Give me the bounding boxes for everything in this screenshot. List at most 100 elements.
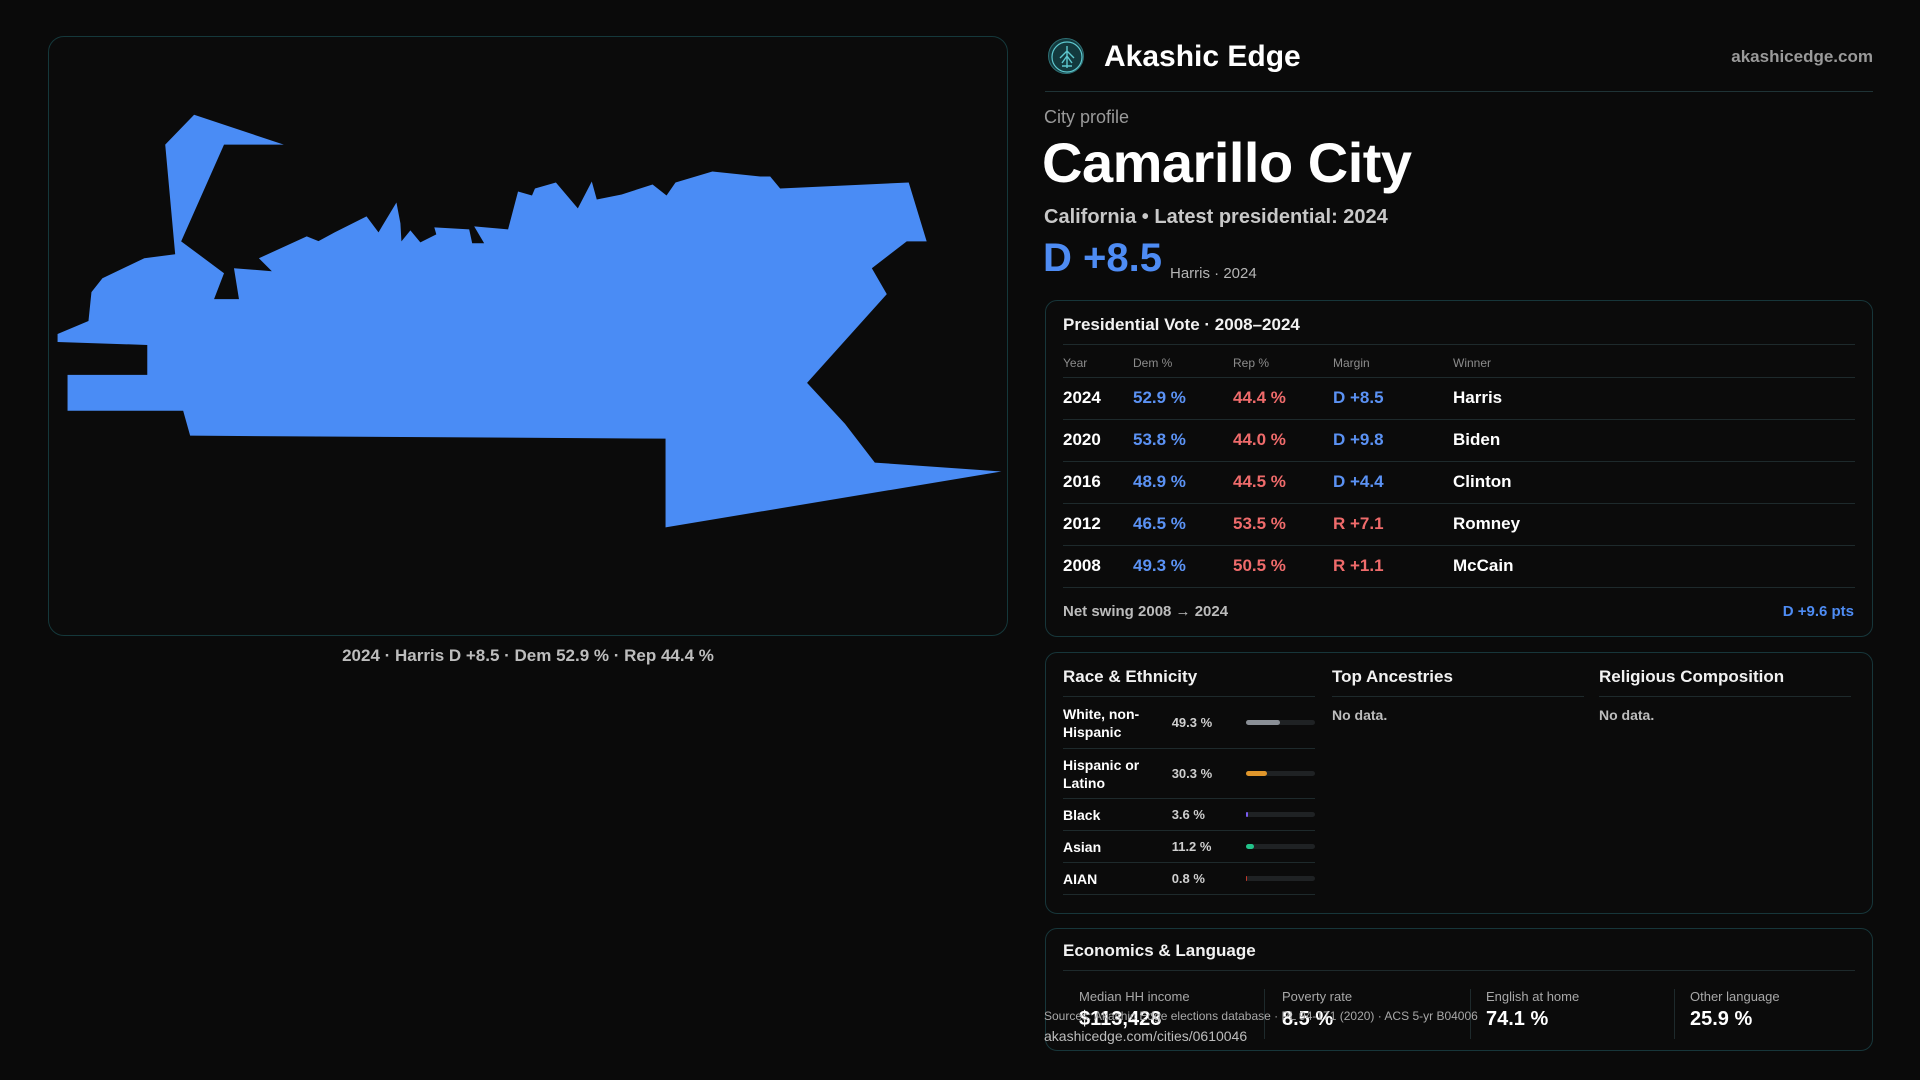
row-rep: 44.5 % (1233, 461, 1333, 504)
row-dem: 46.5 % (1133, 503, 1233, 546)
header-year: Year (1063, 349, 1133, 378)
economics-title: Economics & Language (1063, 941, 1256, 960)
latest-margin-note: Harris · 2024 (1170, 265, 1257, 282)
divider (1264, 989, 1265, 1039)
row-margin: D +9.8 (1333, 419, 1453, 462)
vote-card-title: Presidential Vote · 2008–2024 (1063, 315, 1300, 334)
header-margin: Margin (1333, 349, 1453, 378)
race-pct: 0.8 % (1171, 871, 1205, 886)
row-dem: 52.9 % (1133, 377, 1233, 420)
race-row: Asian 11.2 % (1063, 831, 1315, 863)
row-winner: Clinton (1453, 461, 1855, 504)
row-year: 2024 (1063, 377, 1133, 420)
row-year: 2012 (1063, 503, 1133, 546)
demographics-card: Race & Ethnicity White, non-Hispanic 49.… (1045, 652, 1873, 914)
tree-icon[interactable] (1048, 38, 1084, 74)
race-bar (1245, 812, 1315, 817)
econ-value: $113,428 (1079, 1008, 1162, 1030)
economics-card: Economics & Language Median HH income $1… (1045, 928, 1873, 1051)
race-bar (1245, 876, 1315, 881)
race-pct: 11.2 % (1171, 839, 1212, 854)
footer-sources: Sources: Akashic Edge elections database… (1044, 1009, 1478, 1023)
row-margin: R +7.1 (1333, 503, 1453, 546)
row-winner: McCain (1453, 545, 1855, 588)
race-bar-fill (1245, 812, 1249, 817)
race-bar (1245, 771, 1315, 776)
row-dem: 48.9 % (1133, 461, 1233, 504)
race-row: AIAN 0.8 % (1063, 863, 1315, 895)
econ-value: 74.1 % (1486, 1008, 1549, 1030)
map-panel (48, 36, 1008, 636)
race-pct: 3.6 % (1171, 807, 1205, 822)
race-bar (1245, 720, 1315, 725)
page-title: Camarillo City (1042, 131, 1412, 194)
row-winner: Biden (1453, 419, 1855, 462)
econ-cell-poverty: Poverty rate 8.5 % (1282, 989, 1482, 1031)
profile-subtitle: California • Latest presidential: 2024 (1044, 206, 1388, 228)
race-bar-fill (1245, 771, 1267, 776)
header-dem: Dem % (1133, 349, 1233, 378)
race-name: Asian (1063, 838, 1102, 855)
econ-label: English at home (1486, 989, 1580, 1004)
race-ethnicity-section: Race & Ethnicity White, non-Hispanic 49.… (1063, 667, 1315, 895)
vote-table-header: Year Dem % Rep % Margin Winner (1063, 349, 1855, 378)
row-rep: 44.0 % (1233, 419, 1333, 462)
econ-label: Poverty rate (1282, 989, 1353, 1004)
map-caption: 2024 · Harris D +8.5 · Dem 52.9 % · Rep … (342, 646, 714, 665)
race-pct: 30.3 % (1171, 766, 1213, 781)
race-name: AIAN (1063, 870, 1098, 887)
table-row: 2020 53.8 % 44.0 % D +9.8 Biden (1063, 419, 1855, 462)
race-bar-fill (1245, 844, 1254, 849)
econ-value: 25.9 % (1690, 1008, 1753, 1030)
ancestries-empty: No data. (1332, 707, 1388, 723)
race-bar-fill (1245, 876, 1247, 881)
row-year: 2008 (1063, 545, 1133, 588)
econ-cell-income: Median HH income $113,428 (1079, 989, 1279, 1031)
row-winner: Romney (1453, 503, 1855, 546)
divider (1470, 989, 1471, 1039)
ancestries-section: Top Ancestries No data. (1332, 667, 1584, 723)
brand-name[interactable]: Akashic Edge (1104, 40, 1301, 73)
religion-empty: No data. (1599, 707, 1655, 723)
table-row: 2008 49.3 % 50.5 % R +1.1 McCain (1063, 545, 1855, 588)
religion-title: Religious Composition (1599, 667, 1851, 697)
row-dem: 49.3 % (1133, 545, 1233, 588)
row-margin: D +8.5 (1333, 377, 1453, 420)
race-pct: 49.3 % (1171, 715, 1213, 730)
presidential-vote-card: Presidential Vote · 2008–2024 Year Dem %… (1045, 300, 1873, 637)
econ-cell-other-language: Other language 25.9 % (1690, 989, 1890, 1031)
race-row: Hispanic or Latino 30.3 % (1063, 749, 1315, 799)
header-winner: Winner (1453, 349, 1855, 378)
table-row: 2016 48.9 % 44.5 % D +4.4 Clinton (1063, 461, 1855, 504)
econ-value: 8.5 % (1282, 1008, 1334, 1030)
row-winner: Harris (1453, 377, 1855, 420)
row-rep: 53.5 % (1233, 503, 1333, 546)
race-bar (1245, 844, 1315, 849)
footer: Sources: Akashic Edge elections database… (1044, 1006, 1478, 1046)
row-margin: D +4.4 (1333, 461, 1453, 504)
net-swing-label: Net swing 2008 → 2024 (1063, 603, 1229, 620)
race-name: Black (1063, 806, 1101, 823)
city-boundary-shape (57, 114, 1002, 528)
ancestries-title: Top Ancestries (1332, 667, 1584, 697)
race-row: Black 3.6 % (1063, 799, 1315, 831)
row-dem: 53.8 % (1133, 419, 1233, 462)
econ-cell-english: English at home 74.1 % (1486, 989, 1686, 1031)
religion-section: Religious Composition No data. (1599, 667, 1851, 723)
vote-table: Year Dem % Rep % Margin Winner 2024 52.9… (1063, 349, 1855, 588)
divider (1063, 970, 1855, 971)
row-margin: R +1.1 (1333, 545, 1453, 588)
race-row: White, non-Hispanic 49.3 % (1063, 697, 1315, 749)
divider (1063, 344, 1855, 345)
race-ethnicity-title: Race & Ethnicity (1063, 667, 1315, 697)
footer-url[interactable]: akashicedge.com/cities/0610046 (1044, 1028, 1248, 1044)
race-name: White, non-Hispanic (1063, 705, 1140, 740)
brand-url[interactable]: akashicedge.com (1731, 47, 1873, 66)
row-year: 2016 (1063, 461, 1133, 504)
profile-eyebrow: City profile (1044, 107, 1130, 127)
row-rep: 50.5 % (1233, 545, 1333, 588)
latest-margin: D +8.5 (1043, 236, 1162, 280)
race-name: Hispanic or Latino (1063, 756, 1140, 791)
econ-label: Median HH income (1079, 989, 1190, 1004)
divider (1674, 989, 1675, 1039)
